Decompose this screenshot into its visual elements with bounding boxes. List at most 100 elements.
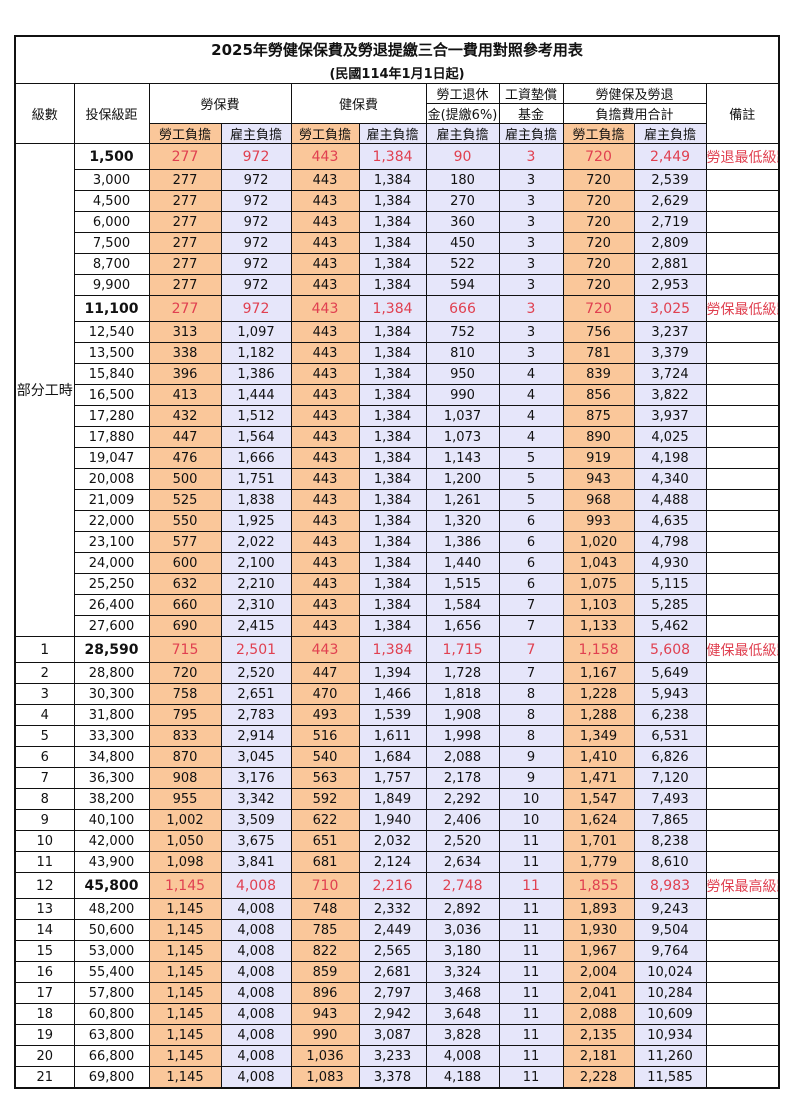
cell-total-employer: 2,539 <box>633 169 707 191</box>
cell-labor-employer: 4,008 <box>220 872 292 899</box>
cell-pension-employer: 2,406 <box>425 809 500 831</box>
cell-health-employer: 1,384 <box>358 594 427 616</box>
cell-note <box>705 788 780 810</box>
cell-note <box>705 489 780 511</box>
cell-labor-worker: 277 <box>148 211 222 233</box>
header-total-line1: 勞健保及勞退 <box>562 83 707 104</box>
cell-health-employer: 2,124 <box>358 851 427 873</box>
table-row: 12 45,800 1,145 4,008 710 2,216 2,748 11 1,855 8,… <box>14 872 780 899</box>
table-row: 11 43,900 1,098 3,841 681 2,124 2,634 11 1,779 8,… <box>14 851 780 873</box>
cell-labor-worker: 908 <box>148 767 222 789</box>
cell-note <box>705 940 780 962</box>
cell-grade: 12 <box>14 872 75 899</box>
cell-grade: 18 <box>14 1003 75 1025</box>
cell-total-worker: 856 <box>562 384 635 406</box>
cell-wage-fund-employer: 11 <box>498 851 564 873</box>
cell-total-employer: 2,809 <box>633 232 707 254</box>
cell-labor-worker: 1,145 <box>148 919 222 941</box>
cell-pension-employer: 1,584 <box>425 594 500 616</box>
cell-grade: 17 <box>14 982 75 1004</box>
cell-note <box>705 531 780 553</box>
cell-labor-employer: 4,008 <box>220 982 292 1004</box>
cell-wage-fund-employer: 11 <box>498 982 564 1004</box>
cell-pension-employer: 1,998 <box>425 725 500 747</box>
cell-labor-worker: 1,145 <box>148 940 222 962</box>
cell-health-worker: 443 <box>290 253 360 275</box>
cell-pension-employer: 4,188 <box>425 1066 500 1089</box>
cell-total-worker: 1,893 <box>562 898 635 920</box>
table-row: 3 30,300 758 2,651 470 1,466 1,818 8 1,228 5,943 <box>14 683 780 705</box>
cell-health-worker: 447 <box>290 662 360 684</box>
cell-total-worker: 2,181 <box>562 1045 635 1067</box>
cell-labor-employer: 2,210 <box>220 573 292 595</box>
cell-grade: 14 <box>14 919 75 941</box>
cell-labor-employer: 1,444 <box>220 384 292 406</box>
table-row: 19 63,800 1,145 4,008 990 3,087 3,828 11 2,135 10… <box>14 1024 780 1046</box>
cell-insured-salary: 36,300 <box>73 767 150 789</box>
cell-pension-employer: 2,178 <box>425 767 500 789</box>
cell-labor-employer: 4,008 <box>220 1066 292 1089</box>
cell-total-employer: 8,983 <box>633 872 707 899</box>
cell-health-worker: 943 <box>290 1003 360 1025</box>
cell-insured-salary: 17,280 <box>73 405 150 427</box>
cell-labor-employer: 972 <box>220 169 292 191</box>
table-row: 17,880 447 1,564 443 1,384 1,073 4 890 4,025 <box>15 426 780 448</box>
cell-pension-employer: 810 <box>425 342 500 364</box>
cell-pension-employer: 360 <box>425 211 500 233</box>
cell-labor-worker: 447 <box>148 426 222 448</box>
cell-insured-salary: 33,300 <box>73 725 150 747</box>
table-row: 10 42,000 1,050 3,675 651 2,032 2,520 11 1,701 8,… <box>14 830 780 852</box>
table-row: 8,700 277 972 443 1,384 522 3 720 2,881 <box>15 253 780 275</box>
cell-labor-worker: 955 <box>148 788 222 810</box>
cell-note <box>705 253 780 275</box>
cell-labor-employer: 1,666 <box>220 447 292 469</box>
cell-health-employer: 1,384 <box>358 531 427 553</box>
header-pension-line2: 金(提繳6%) <box>425 103 500 124</box>
cell-insured-salary: 20,008 <box>73 468 150 490</box>
cell-wage-fund-employer: 11 <box>498 919 564 941</box>
cell-total-employer: 5,649 <box>633 662 707 684</box>
cell-labor-employer: 1,182 <box>220 342 292 364</box>
cell-labor-worker: 1,145 <box>148 1045 222 1067</box>
cell-note: 勞退最低級距 <box>705 143 780 170</box>
cell-pension-employer: 2,520 <box>425 830 500 852</box>
cell-labor-employer: 3,841 <box>220 851 292 873</box>
cell-labor-worker: 277 <box>148 190 222 212</box>
cell-insured-salary: 42,000 <box>73 830 150 852</box>
cell-health-worker: 443 <box>290 321 360 343</box>
cell-total-employer: 4,798 <box>633 531 707 553</box>
table-subtitle: (民國114年1月1日起) <box>14 61 780 84</box>
cell-labor-worker: 1,098 <box>148 851 222 873</box>
cell-pension-employer: 2,634 <box>425 851 500 873</box>
cell-wage-fund-employer: 3 <box>498 169 564 191</box>
table-row: 22,000 550 1,925 443 1,384 1,320 6 993 4,635 <box>15 510 780 532</box>
cell-labor-employer: 4,008 <box>220 1024 292 1046</box>
cell-health-employer: 1,384 <box>358 384 427 406</box>
cell-labor-worker: 600 <box>148 552 222 574</box>
cell-health-worker: 443 <box>290 232 360 254</box>
cell-health-worker: 443 <box>290 384 360 406</box>
table-row: 9 40,100 1,002 3,509 622 1,940 2,406 10 1,624 7,8… <box>14 809 780 831</box>
cell-pension-employer: 1,143 <box>425 447 500 469</box>
cell-health-employer: 2,681 <box>358 961 427 983</box>
table-row: 17,280 432 1,512 443 1,384 1,037 4 875 3,937 <box>15 405 780 427</box>
cell-health-employer: 1,384 <box>358 468 427 490</box>
cell-insured-salary: 12,540 <box>73 321 150 343</box>
cell-insured-salary: 9,900 <box>73 274 150 296</box>
cell-labor-worker: 833 <box>148 725 222 747</box>
cell-grade: 11 <box>14 851 75 873</box>
cell-health-worker: 990 <box>290 1024 360 1046</box>
cell-labor-worker: 277 <box>148 232 222 254</box>
cell-total-employer: 10,934 <box>633 1024 707 1046</box>
cell-note <box>705 830 780 852</box>
cell-health-employer: 1,384 <box>358 295 427 322</box>
cell-insured-salary: 27,600 <box>73 615 150 637</box>
cell-pension-employer: 2,748 <box>425 872 500 899</box>
cell-total-employer: 3,724 <box>633 363 707 385</box>
cell-insured-salary: 6,000 <box>73 211 150 233</box>
cell-health-worker: 443 <box>290 552 360 574</box>
cell-labor-employer: 972 <box>220 295 292 322</box>
cell-health-employer: 1,384 <box>358 143 427 170</box>
cell-labor-employer: 4,008 <box>220 1003 292 1025</box>
